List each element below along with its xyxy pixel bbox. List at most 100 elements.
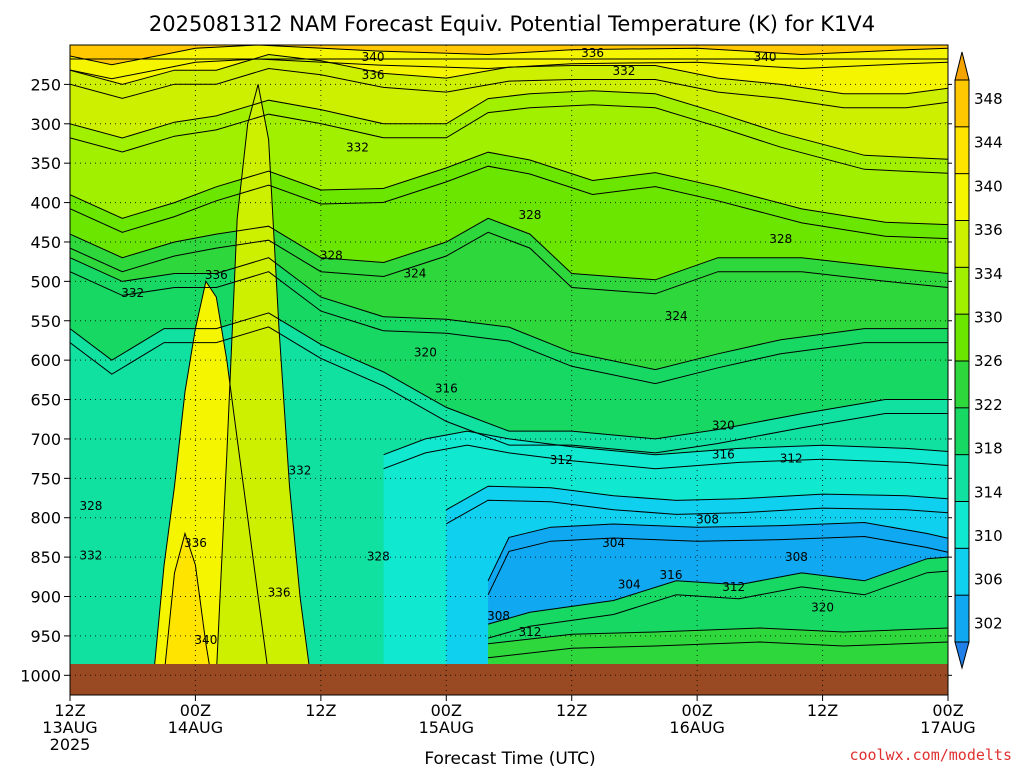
contour-label: 316 — [435, 382, 458, 396]
contour-line — [70, 151, 948, 226]
contour-label: 336 — [268, 586, 291, 600]
y-tick-label: 450 — [30, 233, 61, 252]
colorbar-label: 314 — [974, 483, 1003, 501]
y-axis: 250 300 350 400 450 500 550 600 650 700 750 800 850 9… — [20, 75, 952, 685]
plot-area — [70, 45, 948, 695]
y-tick-label: 800 — [30, 509, 61, 528]
y-tick-label: 750 — [30, 469, 61, 488]
contour-label: 320 — [414, 345, 437, 359]
ground-surface — [70, 664, 948, 695]
colorbar-segment — [955, 454, 969, 502]
contour-label: 316 — [712, 448, 735, 462]
contour-line — [70, 104, 948, 174]
contour-label: 340 — [362, 50, 385, 64]
contour-line — [163, 531, 212, 676]
contour-line — [70, 90, 948, 160]
y-tick-label: 650 — [30, 391, 61, 410]
colorbar-segment — [955, 126, 969, 175]
contour-line — [70, 165, 948, 240]
contour-line — [446, 485, 948, 511]
contour-line — [70, 271, 948, 385]
contour-line — [383, 444, 948, 470]
contour-line — [215, 84, 311, 676]
y-tick-label: 1000 — [20, 666, 61, 685]
x-tick-label: 00Z — [932, 701, 963, 720]
contour-label: 336 — [205, 268, 228, 282]
y-tick-label: 850 — [30, 548, 61, 567]
theta-e-band — [216, 84, 311, 676]
colorbar-label: 326 — [974, 352, 1003, 370]
colorbar-segment — [955, 80, 969, 128]
x-tick-label: 12Z — [556, 701, 587, 720]
contour-labels: 340 336 340 332 336 332 328 328 328 324 332 336 324 3… — [79, 46, 834, 647]
contour-label: 336 — [362, 68, 385, 82]
colorbar-label: 336 — [974, 221, 1003, 239]
contour-label: 332 — [613, 64, 636, 78]
colorbar-label: 344 — [974, 134, 1003, 152]
colorbar-label: 306 — [974, 571, 1003, 589]
colorbar-label: 302 — [974, 614, 1003, 632]
contour-label: 332 — [346, 140, 369, 154]
contour-label: 324 — [665, 309, 688, 323]
y-tick-label: 600 — [30, 351, 61, 370]
contour-line — [487, 521, 948, 582]
x-tick-label: 00Z — [431, 701, 462, 720]
contour-line — [70, 231, 948, 295]
colorbar-label: 348 — [974, 90, 1003, 108]
contour-label: 332 — [121, 286, 144, 300]
colorbar-arrow-bottom — [954, 641, 970, 670]
colorbar-segment — [955, 220, 969, 268]
contour-label: 332 — [79, 549, 102, 563]
x-tick-label: 12Z — [54, 701, 85, 720]
contour-label: 336 — [581, 46, 604, 60]
y-tick-label: 700 — [30, 430, 61, 449]
plot-frame — [69, 44, 949, 696]
contour-label: 308 — [487, 609, 510, 623]
contour-label: 328 — [79, 499, 102, 513]
colorbar-segment — [955, 314, 969, 362]
contour-label: 312 — [722, 580, 745, 594]
y-tick-label: 950 — [30, 627, 61, 646]
contour-label: 320 — [712, 419, 735, 433]
y-tick-label: 300 — [30, 115, 61, 134]
x-tick-label: 00Z — [180, 701, 211, 720]
contour-line — [487, 570, 948, 639]
contour-line — [487, 556, 948, 625]
colorbar-segment — [955, 361, 969, 409]
contour-lines — [70, 45, 948, 676]
colorbar-label: 310 — [974, 527, 1003, 545]
contour-line — [70, 257, 948, 371]
colorbar-segment — [955, 595, 969, 643]
contour-label: 324 — [403, 266, 426, 280]
x-tick-label: 17AUG — [920, 718, 975, 737]
x-tick-label: 2025 — [50, 735, 91, 754]
contour-line — [70, 217, 948, 281]
colorbar-label: 318 — [974, 440, 1003, 458]
contour-label: 328 — [367, 549, 390, 563]
contour-line — [70, 45, 948, 66]
x-axis-title: Forecast Time (UTC) — [424, 749, 595, 768]
chart-title: 2025081312 NAM Forecast Equiv. Potential… — [149, 12, 875, 36]
contour-label: 332 — [288, 463, 311, 477]
colorbar: 348 344 340 336 334 330 326 322 318 314 310 306 302 — [954, 51, 1003, 670]
credit-text: coolwx.com/modelts — [849, 746, 1012, 764]
contour-line — [488, 627, 948, 645]
colorbar-segment — [955, 267, 969, 315]
y-tick-label: 350 — [30, 154, 61, 173]
x-tick-label: 16AUG — [669, 718, 724, 737]
contour-line — [488, 641, 948, 659]
contour-label: 336 — [184, 536, 207, 550]
x-tick-label: 14AUG — [168, 718, 223, 737]
colorbar-arrow-top — [954, 51, 970, 81]
colorbar-label: 340 — [974, 177, 1003, 195]
contour-line — [446, 499, 948, 525]
contour-label: 340 — [194, 633, 217, 647]
y-tick-label: 500 — [30, 272, 61, 291]
contour-line — [153, 280, 270, 676]
contour-line — [487, 535, 948, 596]
y-tick-label: 550 — [30, 312, 61, 331]
contour-label: 340 — [754, 50, 777, 64]
colorbar-label: 330 — [974, 309, 1003, 327]
